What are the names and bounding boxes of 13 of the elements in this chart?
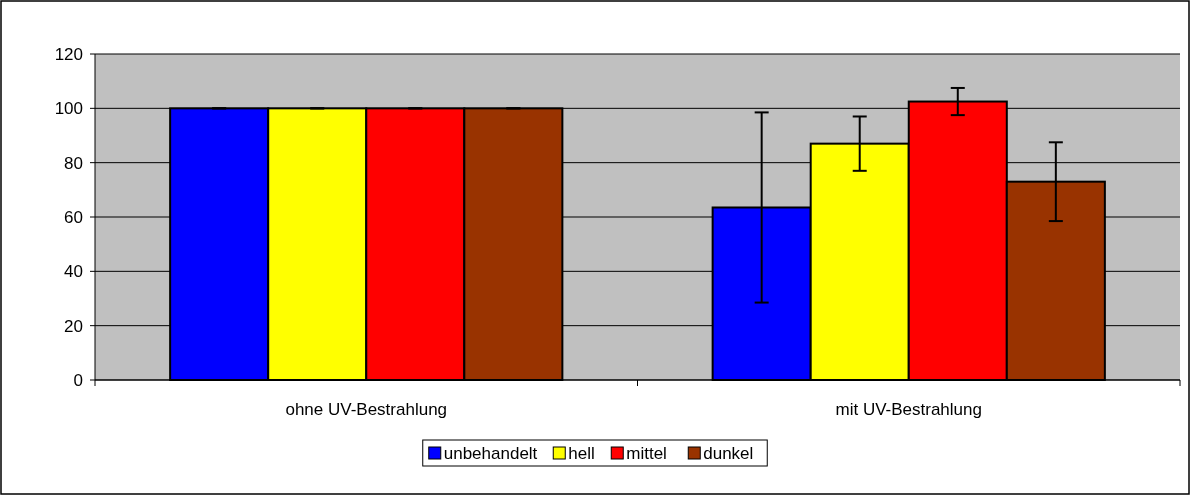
legend-label: mittel xyxy=(626,444,667,463)
y-tick-label: 80 xyxy=(64,153,83,173)
y-tick-label: 20 xyxy=(64,316,83,336)
y-tick-label: 40 xyxy=(64,262,83,282)
legend-label: unbehandelt xyxy=(443,444,538,463)
x-tick-label: mit UV-Bestrahlung xyxy=(835,400,982,419)
legend-label: hell xyxy=(568,444,595,463)
y-tick-label: 0 xyxy=(73,370,83,390)
y-tick-label: 120 xyxy=(54,44,83,64)
y-tick-label: 100 xyxy=(54,99,83,119)
legend-label: dunkel xyxy=(703,444,754,463)
x-tick-label: ohne UV-Bestrahlung xyxy=(285,400,448,419)
y-tick-label: 60 xyxy=(64,207,83,227)
